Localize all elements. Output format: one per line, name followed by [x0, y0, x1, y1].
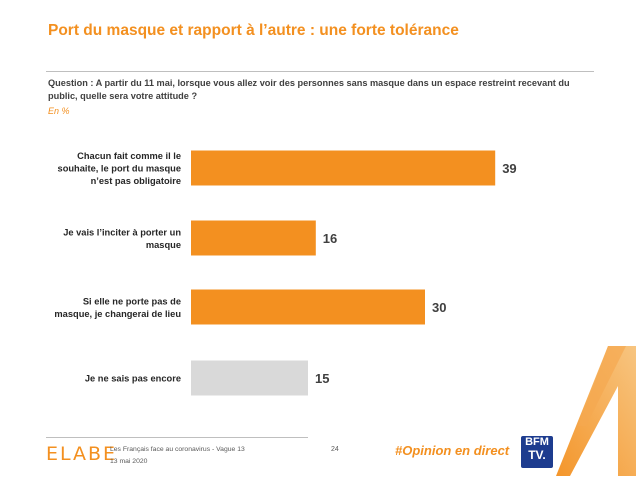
bar-1 [191, 150, 496, 186]
bfm-tv-logo: BFM TV. [521, 436, 553, 468]
value-label-4: 15 [315, 371, 329, 386]
title-divider [46, 71, 594, 72]
page-number: 24 [331, 446, 339, 453]
footer-divider [46, 437, 308, 438]
question-text: Question : A partir du 11 mai, lorsque v… [48, 78, 570, 101]
footer-survey-title: Les Français face au coronavirus - Vague… [110, 446, 245, 453]
footer-date: 13 mai 2020 [110, 458, 148, 465]
value-label-1: 39 [502, 161, 516, 176]
unit-note: En % [48, 106, 70, 116]
category-label-1-line-1: Chacun fait comme il le [77, 151, 181, 161]
elabe-a-icon [556, 346, 636, 476]
category-label-2-line-1: Je vais l’inciter à porter un [63, 227, 181, 237]
category-label-4-line-1: Je ne sais pas encore [85, 374, 181, 384]
bar-4 [191, 360, 308, 396]
hashtag-label: #Opinion en direct [395, 443, 510, 458]
bar-3 [191, 289, 425, 325]
category-label-2-line-2: masque [146, 240, 181, 250]
value-label-3: 30 [432, 300, 446, 315]
category-label-1-line-2: souhaite, le port du masque [58, 164, 181, 174]
elabe-logo: ELABE [46, 443, 118, 465]
value-label-2: 16 [323, 231, 337, 246]
bfm-logo-text: BFM [525, 436, 549, 448]
category-label-1-line-3: n’est pas obligatoire [91, 176, 181, 186]
bar-chart: 39 Chacun fait comme il le souhaite, le po… [54, 150, 517, 396]
category-label-3-line-1: Si elle ne porte pas de [83, 296, 181, 306]
bar-2 [191, 220, 316, 256]
page-title: Port du masque et rapport à l’autre : un… [48, 22, 459, 39]
bfm-logo-tv: TV. [528, 448, 546, 462]
category-label-3-line-2: masque, je changerai de lieu [54, 309, 181, 319]
